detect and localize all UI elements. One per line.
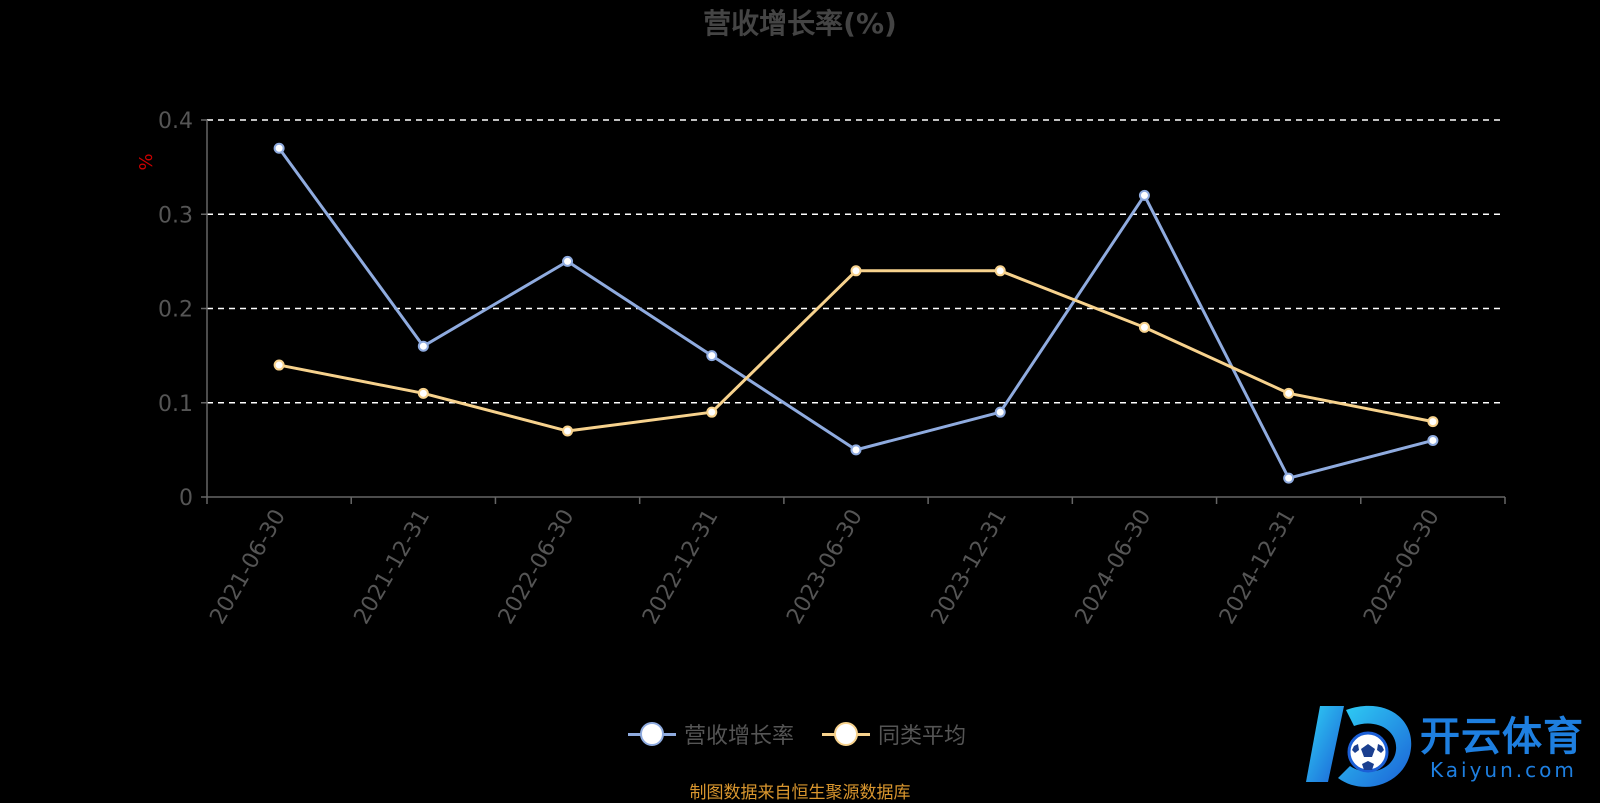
legend-swatch-peer-average [822,721,870,747]
k-soccer-ball-logo-icon [1306,705,1412,787]
legend-item-peer-average[interactable]: 同类平均 [822,718,972,750]
data-point-peer-average[interactable] [994,265,1006,277]
x-axis-ticks: 2021-06-30 2021-12-31 2022-06-30 2022-12-31… [205,497,1506,629]
line-chart: 0 0.1 0.2 0.3 0.4 2021-06-30 2021-12-31 2022-0… [136,109,1506,629]
data-point-peer-average[interactable] [417,387,429,399]
x-tick-label: 2022-12-31 [638,505,724,628]
y-tick-label: 0 [179,486,193,511]
y-axis-label: % [136,153,157,170]
brand-name-cn: 开云体育 [1420,714,1584,760]
data-point-peer-average[interactable] [562,425,574,437]
y-tick-label: 0.3 [158,203,193,228]
data-point-peer-average[interactable] [1427,416,1439,428]
series-line-revenue-growth [277,147,1434,480]
x-tick-label: 2024-06-30 [1071,505,1157,628]
data-point-peer-average[interactable] [273,359,285,371]
chart-title: 营收增长率(%) [703,7,897,40]
legend: 营收增长率 同类平均 [0,718,1600,750]
source-note: 制图数据来自恒生聚源数据库 [689,783,911,803]
y-tick-label: 0.2 [158,298,193,323]
x-tick-label: 2021-12-31 [350,505,436,628]
data-point-peer-average[interactable] [1138,321,1150,333]
data-point-revenue-growth[interactable] [1138,189,1150,201]
y-axis-ticks: 0 0.1 0.2 0.3 0.4 [158,109,207,511]
data-point-revenue-growth[interactable] [1283,472,1295,484]
x-tick-label: 2023-12-31 [927,505,1013,628]
data-point-revenue-growth[interactable] [273,142,285,154]
legend-swatch-revenue-growth [627,721,676,747]
legend-item-revenue-growth[interactable]: 营收增长率 [627,718,800,750]
data-point-revenue-growth[interactable] [417,340,429,352]
x-tick-label: 2023-06-30 [782,505,868,628]
brand-name-en: Kaiyun.com [1430,758,1577,782]
y-tick-label: 0.1 [158,392,193,417]
grid-lines [207,119,1505,404]
data-point-revenue-growth[interactable] [706,350,718,362]
data-point-revenue-growth[interactable] [994,406,1006,418]
data-point-peer-average[interactable] [1283,387,1295,399]
y-tick-label: 0.4 [158,109,193,134]
x-tick-label: 2025-06-30 [1359,505,1445,628]
brand-logo: 开云体育 Kaiyun.com [1306,700,1596,800]
series-group [273,142,1439,484]
data-point-revenue-growth[interactable] [562,255,574,267]
series-line-peer-average [278,269,1434,433]
legend-label-revenue-growth: 营收增长率 [683,724,794,749]
data-point-revenue-growth[interactable] [1427,434,1439,446]
data-point-peer-average[interactable] [706,406,718,418]
x-tick-label: 2024-12-31 [1215,505,1301,628]
data-point-peer-average[interactable] [850,265,862,277]
legend-label-peer-average: 同类平均 [878,724,967,749]
x-tick-label: 2022-06-30 [494,505,580,628]
data-point-revenue-growth[interactable] [850,444,862,456]
x-tick-label: 2021-06-30 [205,505,291,628]
